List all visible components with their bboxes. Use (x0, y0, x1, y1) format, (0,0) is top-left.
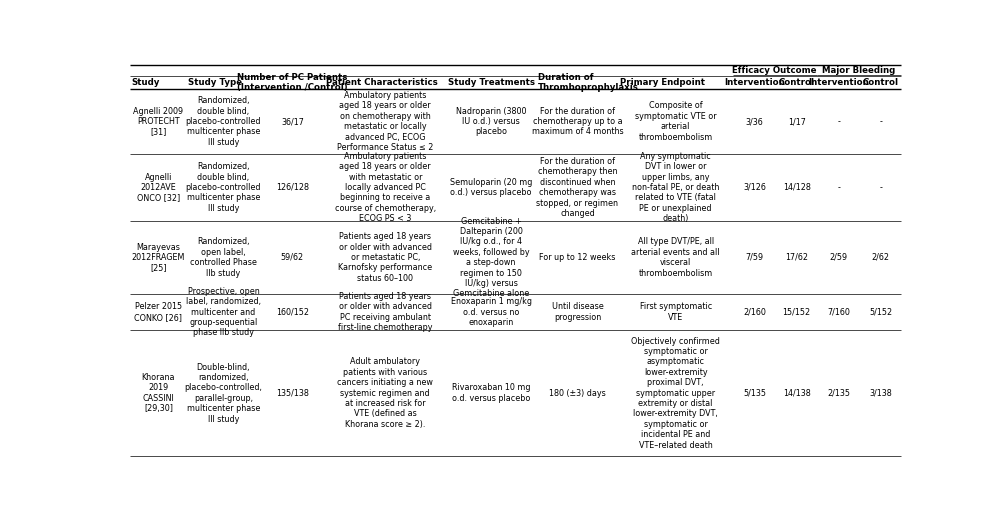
Text: Study Treatments: Study Treatments (447, 78, 535, 87)
Text: For up to 12 weeks: For up to 12 weeks (540, 253, 616, 262)
Text: 180 (±3) days: 180 (±3) days (549, 389, 606, 397)
Text: Randomized,
double blind,
placebo-controlled
multicenter phase
III study: Randomized, double blind, placebo-contro… (186, 162, 261, 213)
Text: 15/152: 15/152 (783, 308, 811, 317)
Text: Rivaroxaban 10 mg
o.d. versus placebo: Rivaroxaban 10 mg o.d. versus placebo (452, 383, 531, 402)
Text: -: - (837, 117, 840, 126)
Text: For the duration of
chemotherapy then
discontinued when
chemotherapy was
stopped: For the duration of chemotherapy then di… (537, 157, 618, 218)
Text: 7/59: 7/59 (746, 253, 764, 262)
Text: Pelzer 2015
CONKO [26]: Pelzer 2015 CONKO [26] (135, 302, 182, 322)
Text: -: - (879, 117, 882, 126)
Text: All type DVT/PE, all
arterial events and all
visceral
thromboembolism: All type DVT/PE, all arterial events and… (631, 237, 720, 278)
Text: Control: Control (862, 78, 898, 87)
Text: Composite of
symptomatic VTE or
arterial
thromboembolism: Composite of symptomatic VTE or arterial… (635, 102, 717, 142)
Text: Semuloparin (20 mg
o.d.) versus placebo: Semuloparin (20 mg o.d.) versus placebo (450, 178, 533, 197)
Text: Any symptomatic
DVT in lower or
upper limbs, any
non-fatal PE, or death
related : Any symptomatic DVT in lower or upper li… (632, 152, 720, 223)
Text: Gemcitabine +
Dalteparin (200
IU/kg o.d., for 4
weeks, followed by
a step-down
r: Gemcitabine + Dalteparin (200 IU/kg o.d.… (453, 217, 530, 298)
Text: Enoxaparin 1 mg/kg
o.d. versus no
enoxaparin: Enoxaparin 1 mg/kg o.d. versus no enoxap… (450, 297, 532, 327)
Text: Ambulatory patients
aged 18 years or older
on chemotherapy with
metastatic or lo: Ambulatory patients aged 18 years or old… (337, 91, 433, 152)
Text: Efficacy Outcome: Efficacy Outcome (733, 66, 817, 75)
Text: Patients aged 18 years
or older with advanced
or metastatic PC,
Karnofsky perfor: Patients aged 18 years or older with adv… (339, 232, 432, 283)
Text: Randomized,
open label,
controlled Phase
IIb study: Randomized, open label, controlled Phase… (190, 237, 257, 278)
Text: 59/62: 59/62 (280, 253, 304, 262)
Text: Nadroparin (3800
IU o.d.) versus
placebo: Nadroparin (3800 IU o.d.) versus placebo (456, 107, 527, 137)
Text: -: - (837, 183, 840, 192)
Text: Primary Endpoint: Primary Endpoint (620, 78, 706, 87)
Text: 5/152: 5/152 (869, 308, 892, 317)
Text: 2/160: 2/160 (744, 308, 766, 317)
Text: 5/135: 5/135 (743, 389, 766, 397)
Text: 2/135: 2/135 (827, 389, 850, 397)
Text: Randomized,
double blind,
placebo-controlled
multicenter phase
III study: Randomized, double blind, placebo-contro… (186, 96, 261, 147)
Text: Ambulatory patients
aged 18 years or older
with metastatic or
locally advanced P: Ambulatory patients aged 18 years or old… (335, 152, 436, 223)
Text: 3/126: 3/126 (744, 183, 766, 192)
Text: Patient Characteristics: Patient Characteristics (326, 78, 438, 87)
Text: Khorana
2019
CASSINI
[29,30]: Khorana 2019 CASSINI [29,30] (142, 373, 175, 413)
Text: Duration of
Thromboprophylaxis: Duration of Thromboprophylaxis (538, 73, 638, 92)
Text: Agnelli
2012AVE
ONCO [32]: Agnelli 2012AVE ONCO [32] (137, 172, 180, 202)
Text: Study Type: Study Type (188, 78, 242, 87)
Text: 126/128: 126/128 (276, 183, 309, 192)
Text: 3/138: 3/138 (869, 389, 892, 397)
Text: Intervention: Intervention (725, 78, 785, 87)
Text: Objectively confirmed
symptomatic or
asymptomatic
lower-extremity
proximal DVT,
: Objectively confirmed symptomatic or asy… (631, 336, 721, 449)
Text: Study: Study (132, 78, 160, 87)
Text: Marayevas
2012FRAGEM
[25]: Marayevas 2012FRAGEM [25] (132, 243, 185, 272)
Text: 14/138: 14/138 (783, 389, 810, 397)
Text: Control: Control (779, 78, 815, 87)
Text: Patients aged 18 years
or older with advanced
PC receiving ambulant
first-line c: Patients aged 18 years or older with adv… (338, 292, 432, 332)
Text: Prospective, open
label, randomized,
multicenter and
group-sequential
phase IIb : Prospective, open label, randomized, mul… (186, 287, 261, 337)
Text: Double-blind,
randomized,
placebo-controlled,
parallel-group,
multicenter phase
: Double-blind, randomized, placebo-contro… (185, 363, 262, 424)
Text: 135/138: 135/138 (276, 389, 309, 397)
Text: 14/128: 14/128 (783, 183, 811, 192)
Text: For the duration of
chemotherapy up to a
maximum of 4 months: For the duration of chemotherapy up to a… (532, 107, 623, 137)
Text: 1/17: 1/17 (788, 117, 806, 126)
Text: Major Bleeding: Major Bleeding (822, 66, 895, 75)
Text: Intervention: Intervention (808, 78, 869, 87)
Text: 160/152: 160/152 (276, 308, 309, 317)
Text: Number of PC Patients
(Intervention /Control): Number of PC Patients (Intervention /Con… (237, 73, 348, 92)
Text: Until disease
progression: Until disease progression (552, 302, 603, 322)
Text: 2/59: 2/59 (829, 253, 847, 262)
Text: 17/62: 17/62 (785, 253, 808, 262)
Text: 3/36: 3/36 (746, 117, 764, 126)
Text: 36/17: 36/17 (281, 117, 304, 126)
Text: 7/160: 7/160 (827, 308, 850, 317)
Text: 2/62: 2/62 (871, 253, 889, 262)
Text: Adult ambulatory
patients with various
cancers initiating a new
systemic regimen: Adult ambulatory patients with various c… (338, 357, 433, 429)
Text: Agnelli 2009
PROTECHT
[31]: Agnelli 2009 PROTECHT [31] (134, 107, 184, 137)
Text: First symptomatic
VTE: First symptomatic VTE (639, 302, 712, 322)
Text: -: - (879, 183, 882, 192)
